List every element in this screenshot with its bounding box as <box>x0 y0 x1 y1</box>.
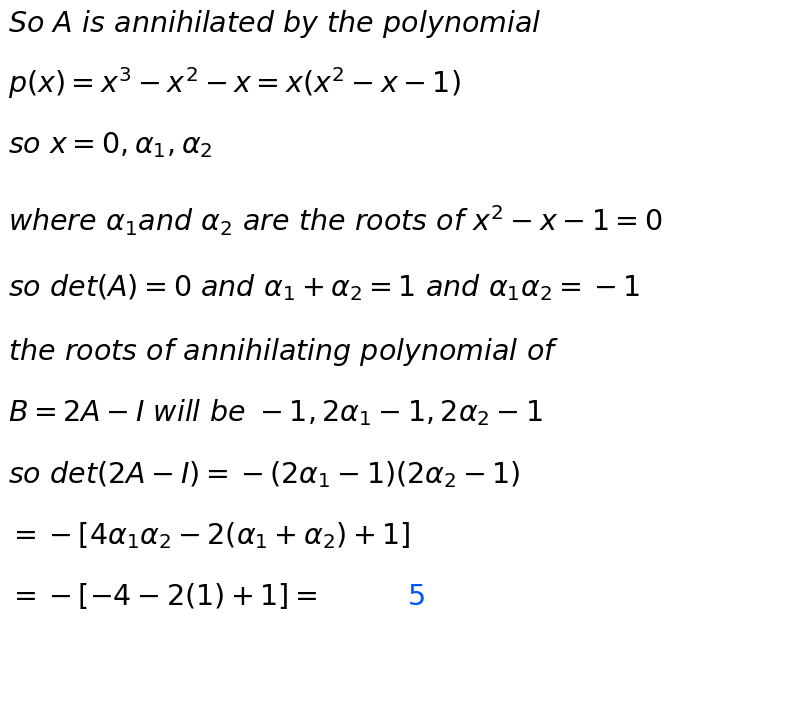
Text: $\it{so\ x=0,\alpha_1,\alpha_2}$: $\it{so\ x=0,\alpha_1,\alpha_2}$ <box>8 130 213 160</box>
Text: $\it{so\ det(2A-I)=-(2\alpha_1-1)(2\alpha_2-1)}$: $\it{so\ det(2A-I)=-(2\alpha_1-1)(2\alph… <box>8 459 521 490</box>
Text: $\it{p(x)=x^3-x^2-x=x(x^2-x-1)}$: $\it{p(x)=x^3-x^2-x=x(x^2-x-1)}$ <box>8 65 461 100</box>
Text: $\it{so\ det(A)=0\ and\ \alpha_1+\alpha_2=1\ and\ \alpha_1\alpha_2=-1}$: $\it{so\ det(A)=0\ and\ \alpha_1+\alpha_… <box>8 272 640 303</box>
Text: $\it{the\ roots\ of\ annihilating\ polynomial\ of}$: $\it{the\ roots\ of\ annihilating\ polyn… <box>8 336 559 368</box>
Text: $\it{=-[4\alpha_1\alpha_2-2(\alpha_1+\alpha_2)+1]}$: $\it{=-[4\alpha_1\alpha_2-2(\alpha_1+\al… <box>8 520 410 551</box>
Text: $\it{where\ \alpha_1 and\ \alpha_2\ are\ the\ roots\ of\ x^2-x-1=0}$: $\it{where\ \alpha_1 and\ \alpha_2\ are\… <box>8 204 662 239</box>
Text: $\it{=-[-4-2(1)+1]=}$: $\it{=-[-4-2(1)+1]=}$ <box>8 581 318 611</box>
Text: $\it{So\ A\ is\ annihilated\ by\ the\ polynomial}$: $\it{So\ A\ is\ annihilated\ by\ the\ po… <box>8 8 542 39</box>
Text: $\it{5}$: $\it{5}$ <box>407 583 425 611</box>
Text: $\it{B=2A-I\ will\ be\ -1,2\alpha_1-1,2\alpha_2-1}$: $\it{B=2A-I\ will\ be\ -1,2\alpha_1-1,2\… <box>8 397 542 428</box>
